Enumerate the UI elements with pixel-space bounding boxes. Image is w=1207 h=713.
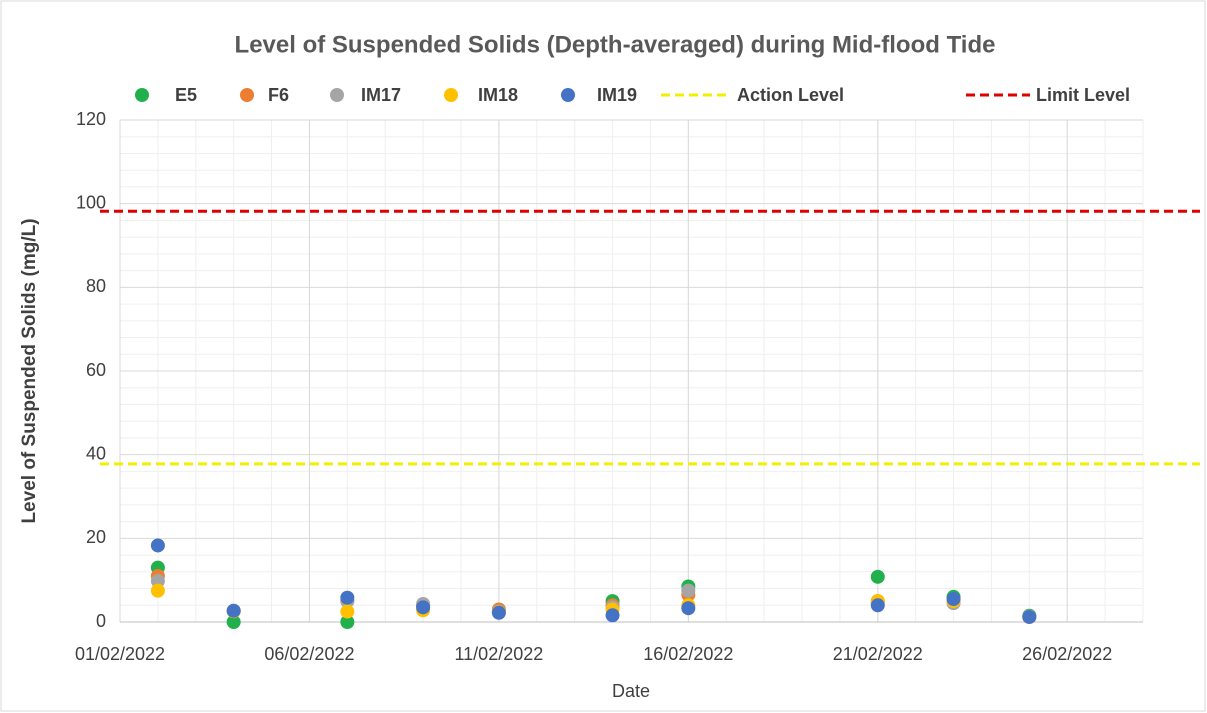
legend-marker — [330, 88, 344, 102]
x-tick-label: 01/02/2022 — [75, 644, 165, 664]
y-axis-label: Level of Suspended Solids (mg/L) — [19, 218, 40, 523]
chart-title: Level of Suspended Solids (Depth-average… — [235, 31, 996, 58]
y-tick-label: 100 — [76, 192, 106, 212]
data-point — [605, 608, 620, 623]
x-tick-label: 26/02/2022 — [1022, 644, 1112, 664]
data-point — [150, 574, 165, 589]
x-tick-label: 21/02/2022 — [833, 644, 923, 664]
y-tick-label: 40 — [86, 443, 106, 463]
y-tick-label: 120 — [76, 109, 106, 129]
data-point — [491, 605, 506, 620]
legend-label: E5 — [175, 85, 197, 105]
y-tick-label: 0 — [96, 611, 106, 631]
data-point — [150, 583, 165, 598]
legend-marker — [240, 88, 254, 102]
data-point — [226, 603, 241, 618]
data-point — [340, 604, 355, 619]
legend-label: IM19 — [597, 85, 637, 105]
data-point — [870, 598, 885, 613]
data-point — [150, 538, 165, 553]
y-tick-label: 80 — [86, 276, 106, 296]
data-point — [416, 600, 431, 615]
x-tick-label: 16/02/2022 — [643, 644, 733, 664]
data-point — [870, 569, 885, 584]
x-tick-label: 11/02/2022 — [455, 644, 544, 664]
legend-label: IM18 — [478, 85, 518, 105]
legend-marker — [444, 88, 458, 102]
data-point — [340, 615, 355, 629]
data-point — [226, 615, 241, 629]
legend-label: Action Level — [737, 85, 844, 105]
data-point — [1022, 609, 1037, 624]
data-point — [681, 601, 696, 616]
x-tick-label: 06/02/2022 — [264, 644, 354, 664]
y-tick-label: 20 — [86, 527, 106, 547]
legend-marker — [561, 88, 575, 102]
data-point — [340, 590, 355, 605]
legend-label: IM17 — [361, 85, 401, 105]
legend-label: F6 — [268, 85, 289, 105]
data-point — [946, 591, 961, 606]
y-tick-label: 60 — [86, 360, 106, 380]
legend-label: Limit Level — [1036, 85, 1130, 105]
legend-marker — [135, 88, 149, 102]
x-axis-label: Date — [612, 681, 650, 701]
data-point — [681, 583, 696, 598]
